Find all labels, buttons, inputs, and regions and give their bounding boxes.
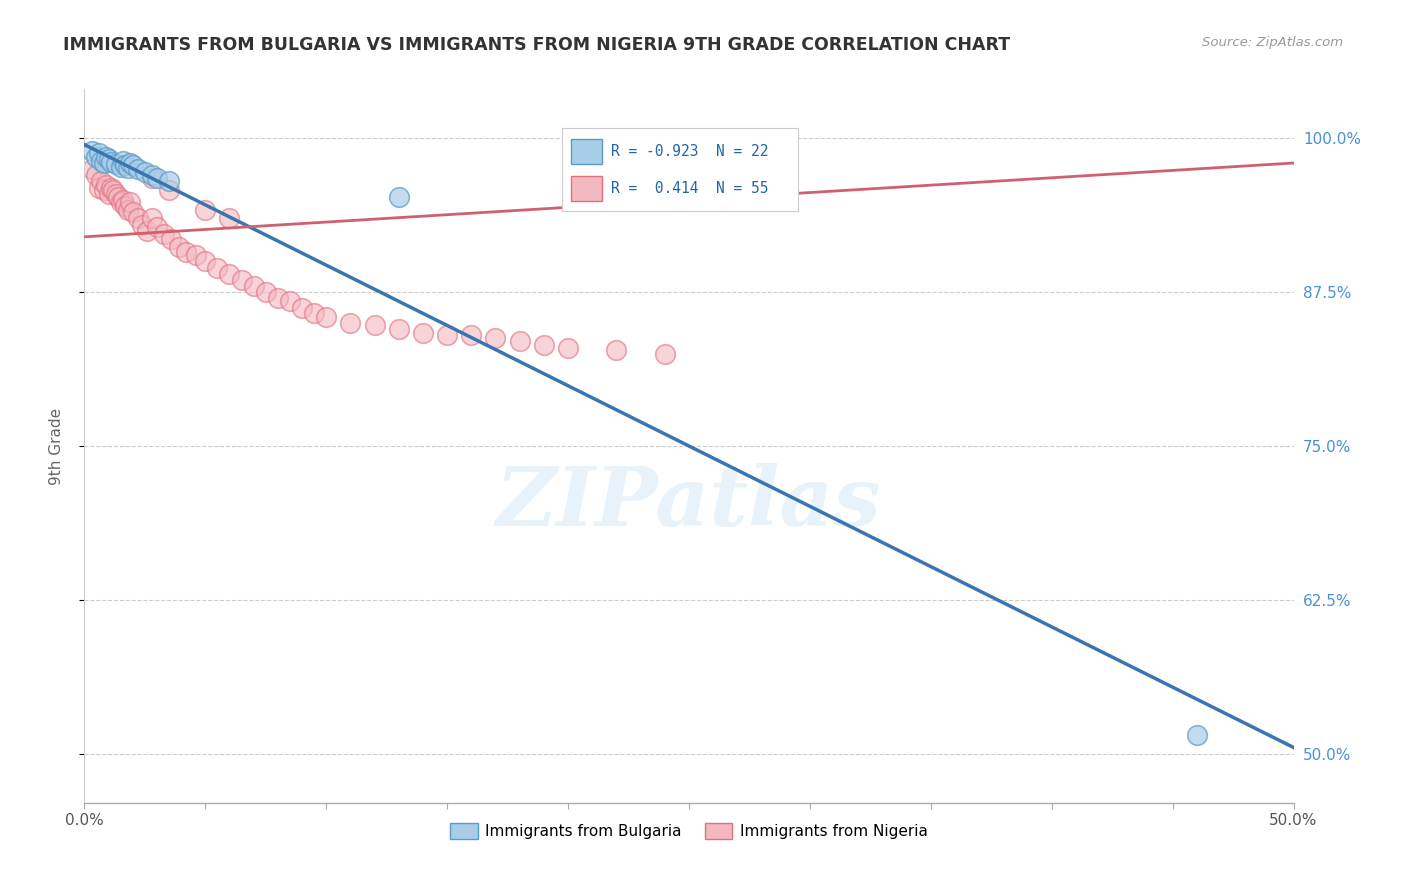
Text: Source: ZipAtlas.com: Source: ZipAtlas.com xyxy=(1202,36,1343,49)
Point xyxy=(654,347,676,361)
Point xyxy=(460,328,482,343)
Point xyxy=(86,169,108,183)
Point xyxy=(104,186,127,201)
Point xyxy=(146,219,169,234)
Point xyxy=(90,153,112,168)
Point xyxy=(97,153,120,167)
Point xyxy=(315,310,337,324)
Point xyxy=(90,174,112,188)
Point xyxy=(86,150,108,164)
Point xyxy=(100,154,122,169)
Legend: Immigrants from Bulgaria, Immigrants from Nigeria: Immigrants from Bulgaria, Immigrants fro… xyxy=(444,817,934,845)
Point xyxy=(121,205,143,219)
Point xyxy=(87,180,110,194)
Point xyxy=(112,193,135,207)
Point xyxy=(141,211,163,226)
Point xyxy=(1185,728,1208,742)
Point xyxy=(120,156,142,170)
Point xyxy=(93,183,115,197)
Point xyxy=(97,186,120,201)
Point xyxy=(114,159,136,173)
Point xyxy=(153,227,176,242)
Point xyxy=(339,316,361,330)
Point xyxy=(254,285,277,300)
Point xyxy=(218,267,240,281)
Point xyxy=(110,195,132,210)
Point xyxy=(120,195,142,210)
Point xyxy=(267,291,290,305)
Point xyxy=(112,153,135,168)
Point xyxy=(167,240,190,254)
Text: ZIPatlas: ZIPatlas xyxy=(496,463,882,543)
Point xyxy=(94,150,117,164)
Point xyxy=(146,170,169,185)
Point xyxy=(127,162,149,177)
Point xyxy=(557,341,579,355)
Point xyxy=(388,190,411,204)
Point xyxy=(117,202,139,217)
Text: IMMIGRANTS FROM BULGARIA VS IMMIGRANTS FROM NIGERIA 9TH GRADE CORRELATION CHART: IMMIGRANTS FROM BULGARIA VS IMMIGRANTS F… xyxy=(63,36,1011,54)
Point xyxy=(114,199,136,213)
Point xyxy=(363,318,385,333)
Point xyxy=(141,170,163,185)
Point xyxy=(412,326,434,340)
Point xyxy=(107,190,129,204)
Point xyxy=(231,273,253,287)
Point xyxy=(93,156,115,170)
Point xyxy=(302,306,325,320)
Point xyxy=(80,162,103,177)
Point xyxy=(533,338,555,352)
Point xyxy=(194,254,217,268)
Point xyxy=(242,279,264,293)
Point xyxy=(184,248,207,262)
Point xyxy=(291,301,314,316)
Point xyxy=(80,144,103,158)
Point xyxy=(157,174,180,188)
Point xyxy=(509,334,531,349)
Point xyxy=(436,328,458,343)
Point xyxy=(117,161,139,175)
Point xyxy=(160,232,183,246)
Point xyxy=(110,160,132,174)
Point xyxy=(207,260,229,275)
Point xyxy=(104,157,127,171)
Point xyxy=(605,343,627,357)
Point xyxy=(134,164,156,178)
Point xyxy=(141,169,163,183)
Point xyxy=(103,183,125,197)
Point xyxy=(751,159,773,173)
Point xyxy=(136,224,159,238)
Point xyxy=(100,180,122,194)
Point xyxy=(194,202,217,217)
Point xyxy=(484,331,506,345)
Point xyxy=(131,218,153,232)
Y-axis label: 9th Grade: 9th Grade xyxy=(49,408,63,484)
Point xyxy=(157,183,180,197)
Point xyxy=(388,322,411,336)
Point xyxy=(218,211,240,226)
Point xyxy=(278,293,301,308)
Point xyxy=(87,146,110,161)
Point xyxy=(174,244,197,259)
Point xyxy=(127,211,149,226)
Point xyxy=(121,159,143,173)
Point xyxy=(94,178,117,193)
